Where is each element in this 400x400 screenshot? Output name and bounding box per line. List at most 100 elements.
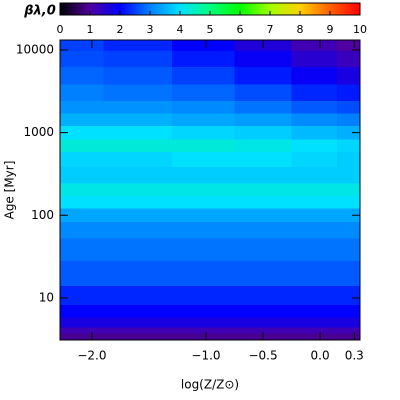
heatmap-cell [171,151,236,168]
heatmap-cell [234,112,293,126]
heatmap-cell [60,66,104,85]
heatmap-cell [171,125,236,140]
heatmap-cell [234,100,293,114]
heatmap-cell [291,151,338,168]
heatmap-cell [171,139,236,152]
y-tick-label: 100 [31,208,54,222]
heatmap-cell [171,285,236,305]
heatmap-cell [103,84,173,101]
heatmap-cell [171,316,236,328]
heatmap-cell [60,84,104,101]
heatmap-cell [60,326,104,334]
heatmap-cell [291,304,338,318]
heatmap-cell [103,285,173,305]
heatmap-cell [103,50,173,67]
heatmap-cell [60,208,104,223]
heatmap-cell [337,195,361,209]
heatmap-cell [103,260,173,287]
heatmap-cell [234,50,293,67]
heatmap-cell [60,50,104,67]
heatmap-cell [234,66,293,85]
heatmap-cell [103,125,173,140]
heatmap-cell [171,100,236,114]
heatmap-cell [337,166,361,184]
heatmap-cell [337,84,361,101]
heatmap-cell [337,333,361,341]
heatmap-cell [337,221,361,239]
heatmap-cell [234,208,293,223]
heatmap-cell [171,208,236,223]
heatmap-cell [337,112,361,126]
heatmap-cell [337,66,361,85]
y-tick-label: 10 [39,290,54,304]
heatmap-cell [234,183,293,197]
heatmap-cell [337,260,361,287]
colorbar-tick-label: 6 [237,23,244,36]
heatmap-cell [60,260,104,287]
heatmap-cell [60,139,104,152]
heatmap-cell [171,260,236,287]
colorbar-tick-label: 9 [327,23,334,36]
heatmap-cell [103,238,173,262]
heatmap-cell [103,112,173,126]
heatmap-cell [171,221,236,239]
heatmap-cell [103,151,173,168]
heatmap-cell [337,326,361,334]
heatmap-cell [171,304,236,318]
x-tick-label: 0.0 [311,349,330,363]
heatmap-cell [103,166,173,184]
x-tick-label: −0.5 [248,349,277,363]
heatmap-cell [291,125,338,140]
heatmap-cell [337,316,361,328]
heatmap-cell [60,100,104,114]
heatmap-cell [103,183,173,197]
heatmap-cell [291,139,338,152]
heatmap [60,40,361,341]
x-tick-label: 0.3 [345,349,364,363]
heatmap-cell [337,208,361,223]
heatmap-cell [291,84,338,101]
colorbar-tick-label: 1 [87,23,94,36]
heatmap-cell [234,316,293,328]
heatmap-cell [234,238,293,262]
heatmap-cell [171,238,236,262]
heatmap-cell [171,333,236,341]
heatmap-cell [171,166,236,184]
colorbar-tick-label: 2 [117,23,124,36]
heatmap-cell [60,316,104,328]
colorbar-tick-label: 7 [267,23,274,36]
heatmap-cell [60,304,104,318]
heatmap-cell [60,112,104,126]
heatmap-cell [337,50,361,67]
heatmap-cell [234,285,293,305]
heatmap-cell [171,84,236,101]
colorbar-tick-label: 8 [297,23,304,36]
heatmap-cell [60,183,104,197]
heatmap-cell [291,333,338,341]
y-tick-label: 10000 [16,42,54,56]
heatmap-cell [103,326,173,334]
heatmap-cell [337,100,361,114]
heatmap-cell [234,195,293,209]
heatmap-cell [291,166,338,184]
heatmap-cell [234,260,293,287]
heatmap-cell [291,208,338,223]
heatmap-cell [291,285,338,305]
colorbar-tick-label: 10 [353,23,367,36]
x-tick-label: −1.0 [191,349,220,363]
heatmap-cell [171,66,236,85]
heatmap-cell [171,40,236,52]
heatmap-cell [291,50,338,67]
heatmap-cell [291,100,338,114]
heatmap-cell [337,183,361,197]
heatmap-cell [291,40,338,52]
heatmap-cell [103,195,173,209]
heatmap-cell [337,151,361,168]
heatmap-cell [234,151,293,168]
heatmap-cell [291,326,338,334]
heatmap-cell [291,195,338,209]
heatmap-cell [60,40,104,52]
heatmap-cell [60,151,104,168]
heatmap-cell [60,125,104,140]
